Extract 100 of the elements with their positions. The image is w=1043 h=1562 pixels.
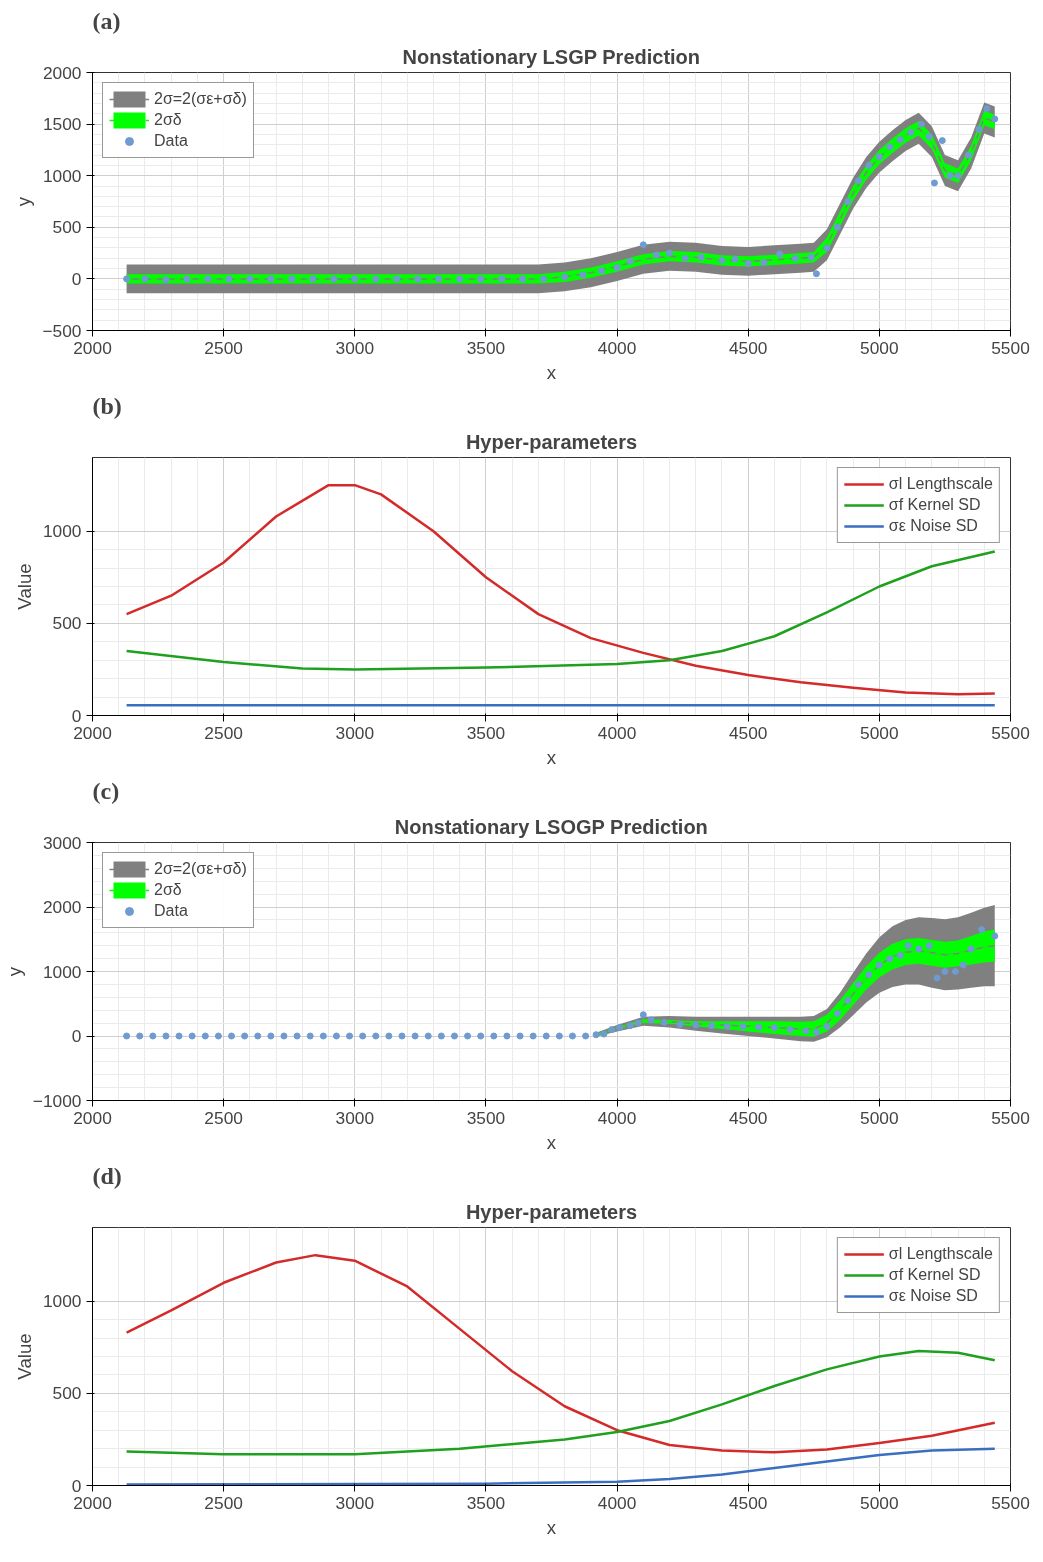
text: (d): [92, 1162, 122, 1189]
y-axis-title: Value: [13, 1333, 35, 1380]
x-tick-label: 2500: [204, 722, 243, 743]
point: [875, 153, 883, 161]
point: [925, 132, 933, 140]
legend-label: σf Kernel SD: [888, 496, 981, 514]
point: [718, 256, 726, 264]
point: [938, 137, 946, 145]
point: [991, 115, 999, 123]
point: [896, 136, 904, 144]
x-tick-label: 5000: [860, 337, 899, 358]
point: [579, 271, 587, 279]
y-tick-label: 2000: [42, 897, 82, 917]
point: [854, 177, 862, 185]
y-tick-label: 1000: [42, 165, 82, 186]
point: [225, 275, 233, 283]
point: [204, 275, 212, 283]
point: [309, 275, 317, 283]
point: [833, 223, 841, 231]
chart-title: Hyper-parameters: [465, 430, 638, 453]
x-tick-label: 2500: [204, 1492, 243, 1513]
text: (b): [92, 392, 122, 419]
line-series: [125, 1349, 997, 1456]
point: [954, 172, 962, 180]
legend-label: Data: [154, 132, 188, 150]
legend-label: σf Kernel SD: [888, 1266, 981, 1284]
point: [886, 143, 894, 151]
point: [917, 120, 925, 128]
y-tick-label: 500: [52, 1383, 82, 1404]
y-axis-title: y: [3, 966, 25, 977]
point: [844, 198, 852, 205]
point: [613, 264, 621, 272]
y-tick-label: 3000: [42, 832, 82, 853]
text: (c): [92, 777, 120, 804]
x-tick-label: 4000: [597, 1107, 637, 1128]
x-tick-label: 4000: [597, 1492, 637, 1513]
y-tick-label: 500: [52, 217, 82, 238]
x-tick-label: 5000: [860, 1107, 899, 1128]
point: [477, 275, 485, 283]
y-tick-label: 1000: [42, 521, 82, 542]
x-tick-label: 3500: [466, 337, 506, 358]
chart-title: Hyper-parameters: [465, 1200, 638, 1223]
point: [666, 249, 674, 257]
x-tick-label: 4000: [597, 722, 637, 743]
point: [744, 259, 752, 267]
point: [639, 241, 647, 249]
point: [681, 254, 689, 262]
x-tick-label: 4500: [728, 722, 768, 743]
legend-label: Data: [154, 902, 188, 920]
x-tick-label: 2500: [204, 1107, 243, 1128]
x-tick-label: 3000: [335, 1492, 375, 1513]
x-axis-title: x: [546, 1131, 557, 1153]
point: [760, 258, 768, 266]
line-series: [125, 1447, 997, 1486]
y-tick-label: 0: [71, 1026, 82, 1046]
point: [791, 254, 799, 262]
point: [141, 275, 149, 283]
y-axis-title: y: [13, 196, 35, 207]
point: [351, 275, 359, 283]
legend-label: 2σδ: [154, 111, 182, 129]
x-tick-label: 2500: [204, 337, 243, 358]
point: [907, 128, 915, 136]
x-axis-title: x: [546, 361, 557, 383]
point: [965, 151, 973, 159]
point: [561, 273, 569, 281]
point: [540, 275, 548, 283]
x-tick-label: 3000: [335, 722, 375, 743]
point: [267, 275, 275, 283]
x-tick-label: 3500: [466, 1492, 506, 1513]
y-tick-label: 1000: [42, 1291, 82, 1312]
legend-label: 2σδ: [154, 881, 182, 899]
point: [807, 253, 815, 261]
x-tick-label: 5500: [991, 1107, 1030, 1128]
point: [246, 275, 254, 283]
y-tick-label: 1500: [42, 114, 82, 135]
point: [414, 275, 422, 283]
point: [435, 275, 443, 283]
x-tick-label: 5500: [991, 1492, 1030, 1513]
y-tick-label: 0: [71, 705, 82, 726]
legend-label: σl Lengthscale: [888, 475, 993, 493]
y-axis-title: Value: [13, 563, 35, 610]
chart-title: Nonstationary LSGP Prediction: [402, 45, 701, 68]
y-tick-label: −500: [42, 320, 82, 341]
y-tick-label: −1000: [32, 1090, 82, 1111]
point: [183, 275, 191, 283]
point: [597, 267, 605, 275]
y-tick-label: 0: [71, 268, 82, 289]
x-tick-label: 3000: [335, 337, 375, 358]
point: [946, 172, 954, 180]
point: [776, 250, 784, 258]
legend-label: 2σ=2(σε+σδ): [154, 90, 247, 108]
x-tick-label: 5000: [860, 1492, 899, 1513]
x-axis-title: x: [546, 1516, 557, 1538]
point: [930, 179, 938, 187]
x-tick-label: 3500: [466, 722, 506, 743]
x-axis-title: x: [546, 746, 557, 768]
point: [162, 276, 170, 284]
point: [652, 251, 660, 259]
x-tick-label: 5000: [860, 722, 899, 743]
x-tick-label: 4500: [728, 1492, 768, 1513]
